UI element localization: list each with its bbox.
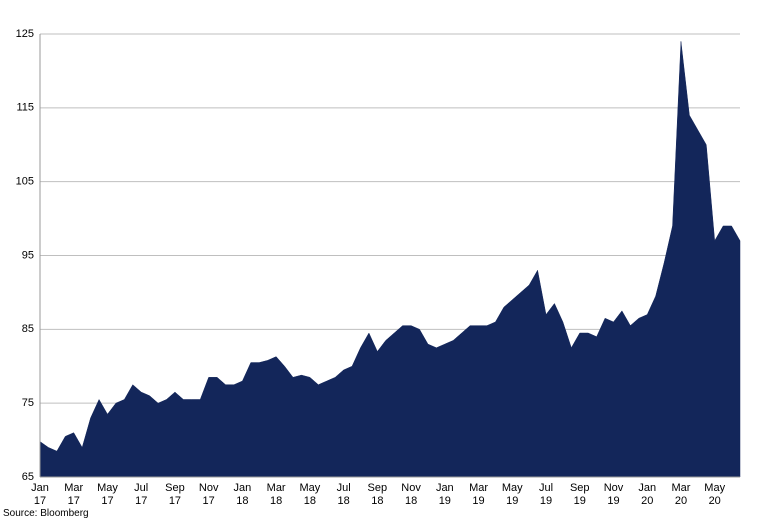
y-tick-label: 65 [22, 471, 34, 483]
x-tick-label: May 20 [704, 482, 726, 507]
source-note: Source: Bloomberg [3, 508, 89, 519]
x-tick-label: Mar 19 [469, 482, 489, 507]
x-tick-label: Jul 18 [336, 482, 351, 507]
area [39, 41, 741, 478]
x-tick-label: Mar 20 [671, 482, 691, 507]
x-tick-label: Nov 18 [401, 482, 421, 507]
y-tick-label: 85 [22, 323, 34, 335]
x-tick-label: May 19 [501, 482, 523, 507]
x-tick-label: Mar 17 [64, 482, 84, 507]
x-tick-label: Nov 19 [603, 482, 624, 507]
x-tick-label: Jan 19 [435, 482, 454, 507]
x-tick-label: Jan 17 [31, 482, 49, 507]
x-tick-label: Sep 18 [367, 482, 388, 507]
x-tick-label: Jan 20 [638, 482, 657, 507]
x-tick-label: Jan 18 [233, 482, 252, 507]
y-tick-label: 115 [16, 102, 34, 114]
y-tick-label: 125 [16, 28, 34, 40]
y-tick-label: 75 [22, 397, 34, 409]
x-tick-label: May 18 [299, 482, 321, 507]
y-tick-label: 105 [16, 176, 34, 188]
x-tick-label: Mar 18 [266, 482, 286, 507]
x-tick-label: Sep 17 [165, 482, 185, 507]
x-tick-label: Sep 19 [569, 482, 590, 507]
x-tick-label: May 17 [97, 482, 118, 507]
x-tick-label: Nov 17 [198, 482, 219, 507]
y-tick-label: 95 [22, 249, 34, 261]
x-tick-label: Jul 19 [538, 482, 554, 507]
x-tick-label: Jul 17 [134, 482, 149, 507]
